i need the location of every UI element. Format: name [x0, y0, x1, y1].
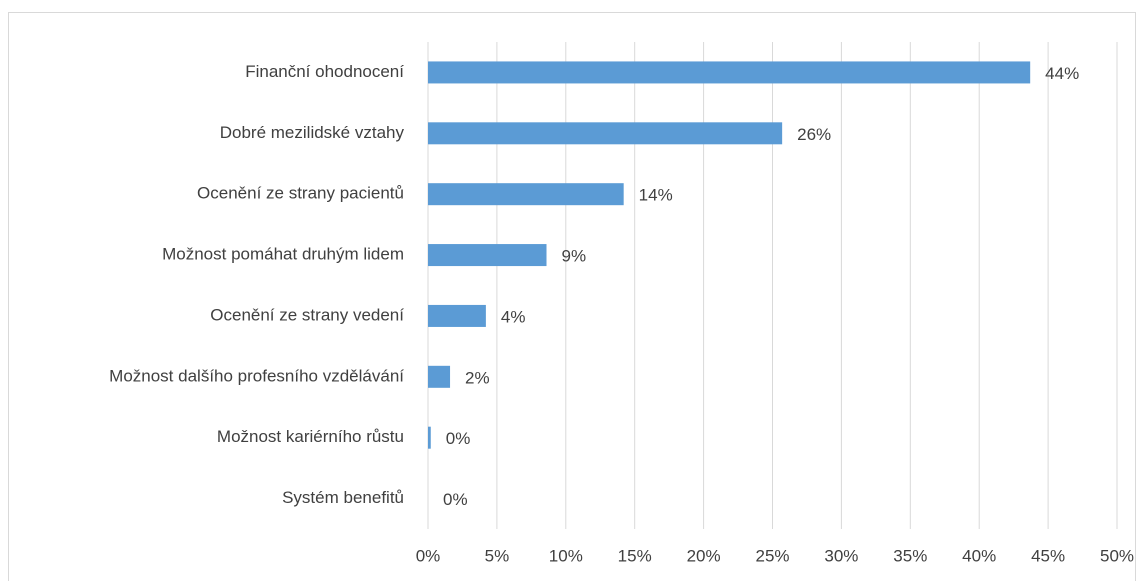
x-tick-label: 45%: [1031, 546, 1065, 565]
y-tick-label: Ocenění ze strany pacientů: [197, 184, 404, 203]
y-tick-label: Dobré mezilidské vztahy: [220, 123, 405, 142]
x-tick-label: 25%: [755, 546, 789, 565]
bar: [428, 365, 451, 388]
x-tick-label: 35%: [893, 546, 927, 565]
bar: [428, 244, 547, 267]
x-tick-label: 20%: [687, 546, 721, 565]
bar: [428, 304, 486, 327]
data-label: 14%: [639, 186, 673, 205]
x-tick-label: 10%: [549, 546, 583, 565]
data-label: 4%: [501, 307, 526, 326]
bar: [428, 61, 1031, 84]
x-tick-label: 30%: [824, 546, 858, 565]
data-label: 9%: [562, 247, 587, 266]
chart-frame: [8, 12, 1136, 581]
bar: [428, 426, 431, 449]
y-tick-label: Možnost dalšího profesního vzdělávání: [109, 366, 404, 385]
data-label: 0%: [443, 490, 468, 509]
bar: [428, 183, 624, 206]
y-tick-label: Možnost pomáhat druhým lidem: [162, 245, 404, 264]
y-tick-label: Možnost kariérního růstu: [217, 427, 404, 446]
data-label: 26%: [797, 125, 831, 144]
x-tick-label: 5%: [485, 546, 510, 565]
x-tick-label: 50%: [1100, 546, 1134, 565]
x-tick-label: 0%: [416, 546, 441, 565]
x-tick-label: 40%: [962, 546, 996, 565]
data-label: 44%: [1045, 64, 1079, 83]
bar: [428, 122, 783, 145]
data-label: 0%: [446, 429, 471, 448]
y-tick-label: Finanční ohodnocení: [245, 62, 404, 81]
y-tick-label: Systém benefitů: [282, 488, 404, 507]
y-tick-label: Ocenění ze strany vedení: [210, 305, 404, 324]
x-tick-label: 15%: [618, 546, 652, 565]
data-label: 2%: [465, 368, 490, 387]
